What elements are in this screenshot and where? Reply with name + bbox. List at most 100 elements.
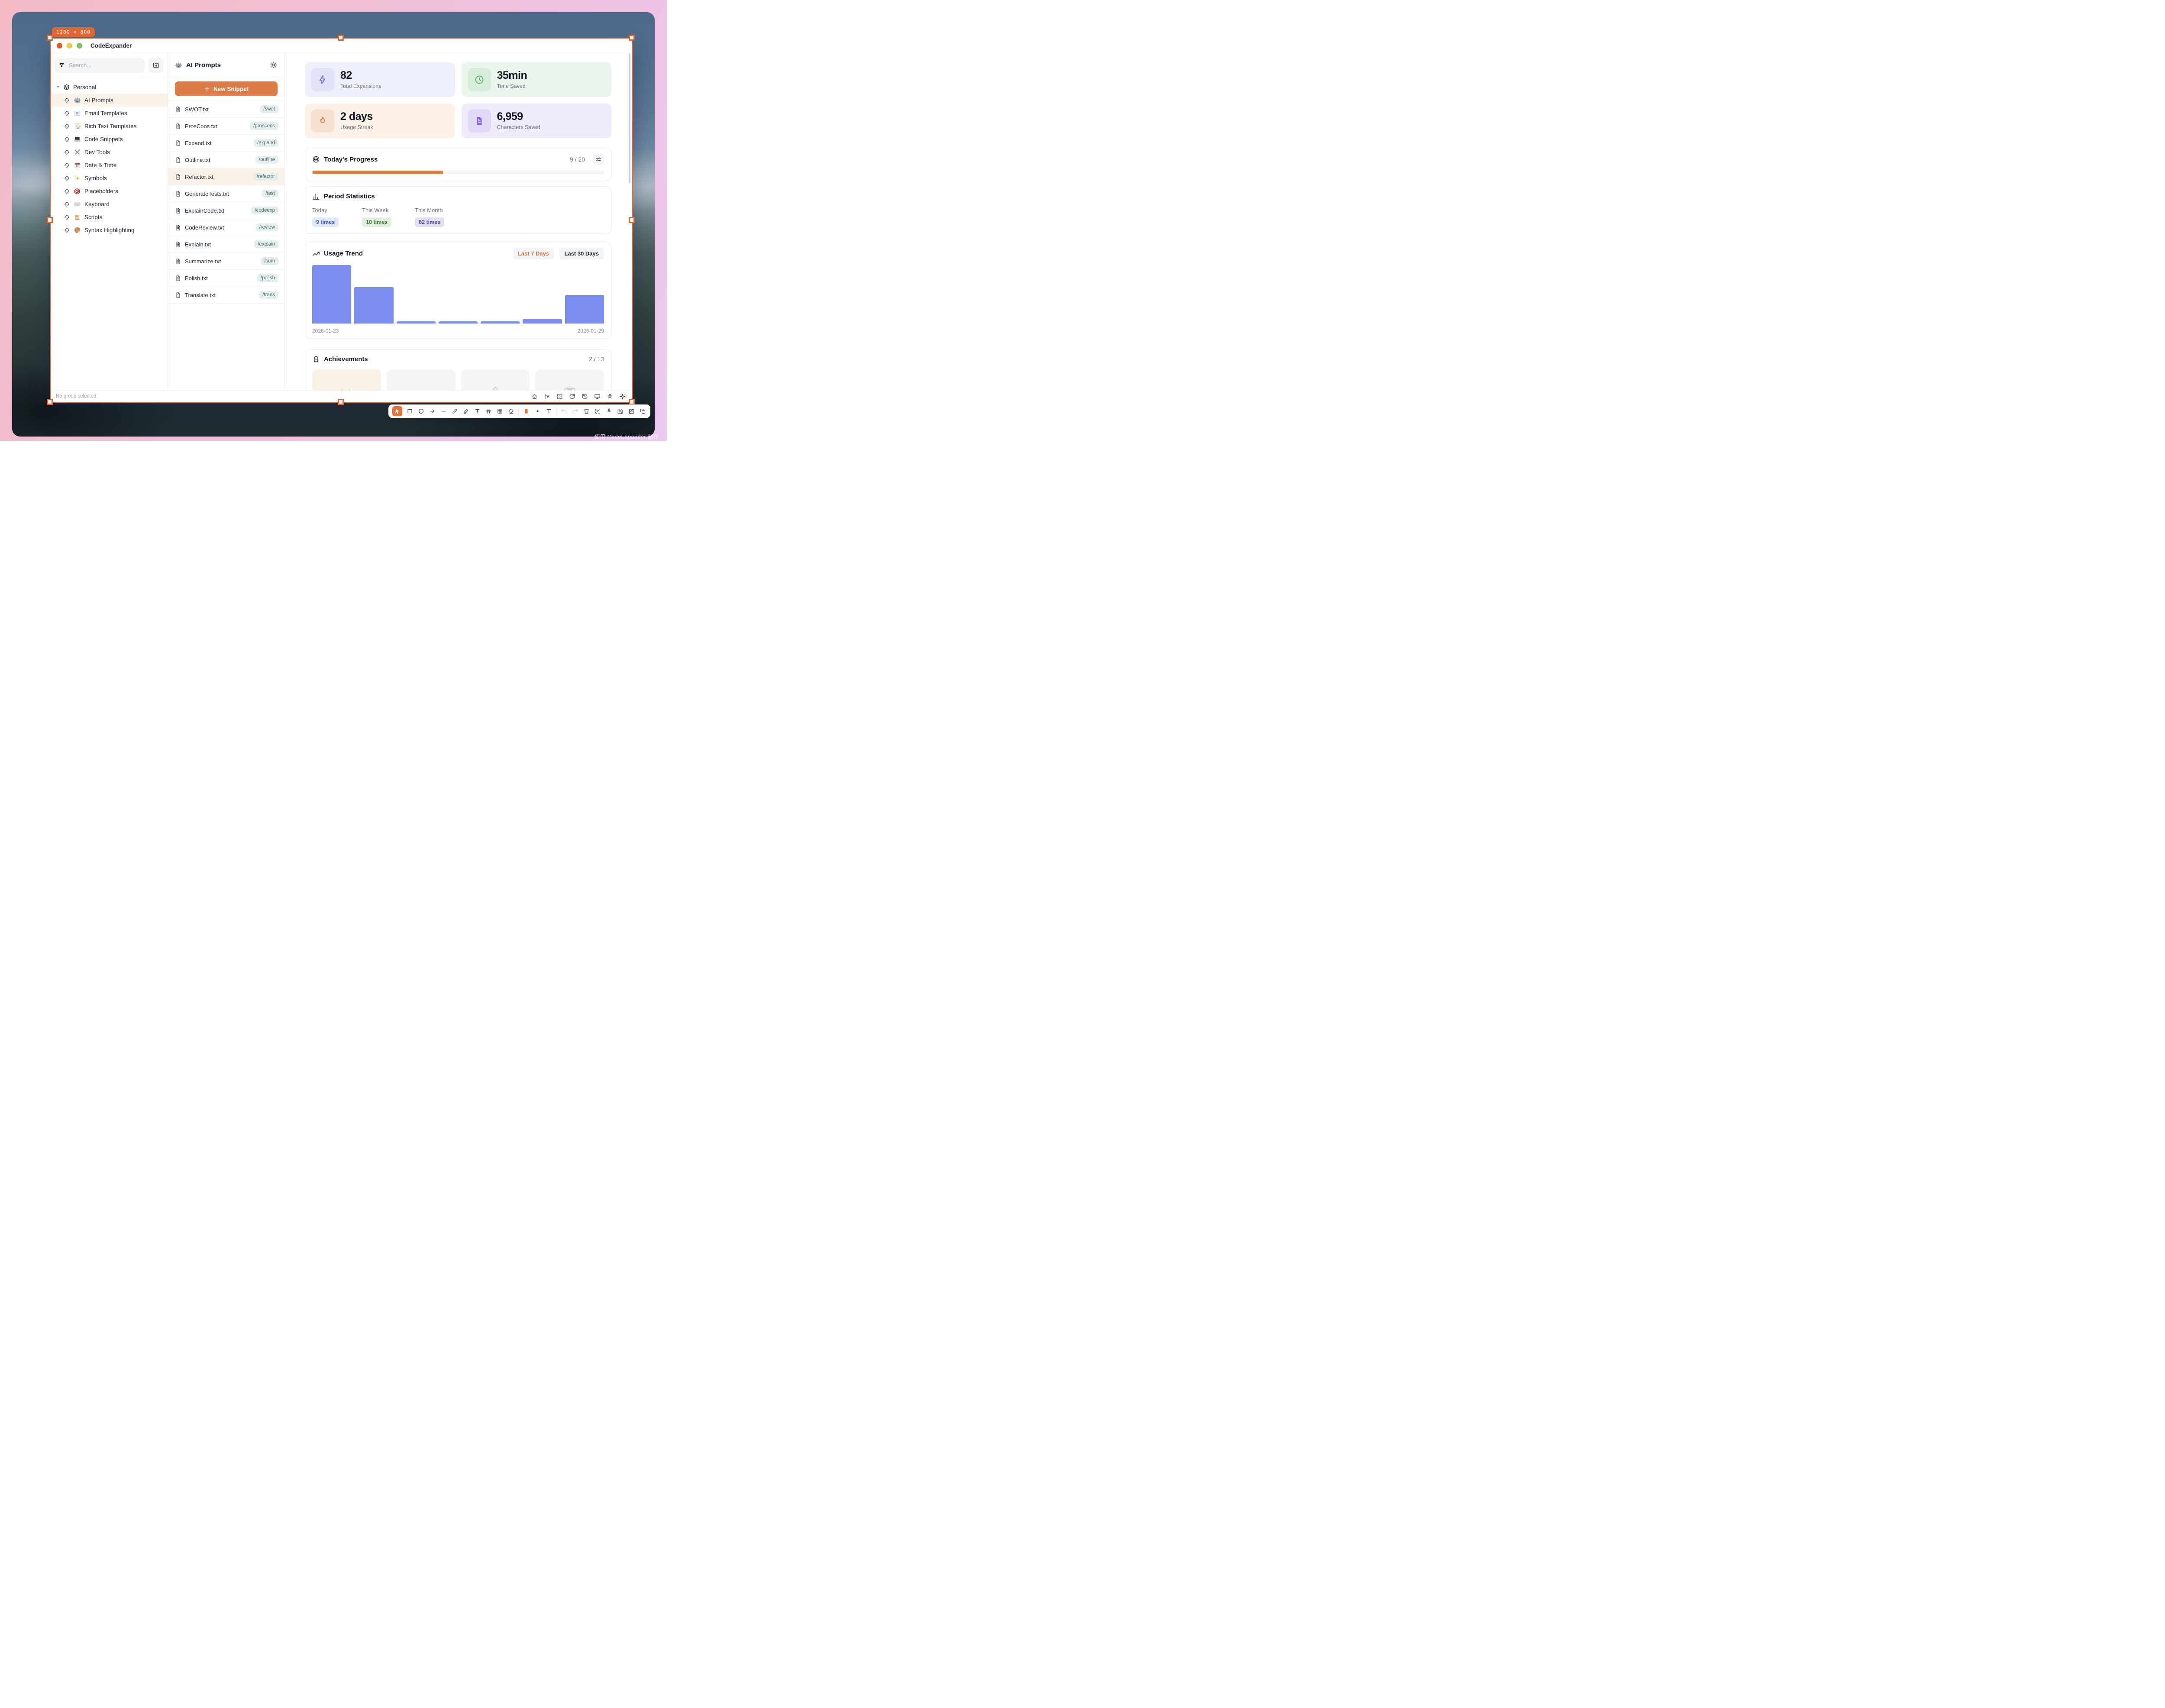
selection-handle-bottom-center[interactable] xyxy=(338,399,344,405)
search-input[interactable] xyxy=(68,61,140,69)
save-button[interactable] xyxy=(616,408,624,415)
arrow-tool[interactable] xyxy=(428,408,436,415)
snippet-row[interactable]: Translate.txt /trans xyxy=(168,287,284,304)
sidebar-item-ai-prompts[interactable]: AI Prompts xyxy=(51,94,168,107)
stat-value: 6,959 xyxy=(497,110,523,123)
achievement-seedling[interactable] xyxy=(312,369,381,390)
font-size-tool[interactable] xyxy=(545,408,553,415)
sort-icon[interactable] xyxy=(544,393,550,400)
sidebar-item-dev-tools[interactable]: Dev Tools xyxy=(51,146,168,159)
snippet-shortcut-badge: /refactor xyxy=(253,173,278,181)
zoom-window-button[interactable] xyxy=(77,43,82,49)
sidebar-item-code-snippets[interactable]: Code Snippets xyxy=(51,133,168,146)
selection-handle-top-left[interactable] xyxy=(47,35,53,41)
monitor-icon[interactable] xyxy=(594,393,601,400)
range-last-7-days[interactable]: Last 7 Days xyxy=(512,248,555,259)
highlighter-tool[interactable] xyxy=(462,408,470,415)
new-folder-button[interactable] xyxy=(149,58,163,73)
rectangle-tool[interactable] xyxy=(406,408,414,415)
selection-handle-left-middle[interactable] xyxy=(47,217,53,223)
history-icon[interactable] xyxy=(582,393,588,400)
sidebar-item-label: Rich Text Templates xyxy=(84,123,137,129)
delete-button[interactable] xyxy=(582,408,590,415)
edit-button[interactable] xyxy=(627,408,635,415)
sidebar-item-date-time[interactable]: Date & Time xyxy=(51,159,168,171)
ocr-text-button[interactable] xyxy=(594,408,601,415)
snippet-row[interactable]: Explain.txt /explain xyxy=(168,236,284,253)
snippet-row[interactable]: SWOT.txt /swot xyxy=(168,101,284,118)
selection-handle-bottom-left[interactable] xyxy=(47,399,53,405)
pin-button[interactable] xyxy=(605,408,613,415)
pen-tool[interactable] xyxy=(451,408,459,415)
progress-settings-button[interactable] xyxy=(593,154,604,165)
trend-bar xyxy=(523,319,562,323)
snippet-row[interactable]: Polish.txt /polish xyxy=(168,270,284,287)
select-tool[interactable] xyxy=(392,406,402,416)
snippet-row[interactable]: CodeReview.txt /review xyxy=(168,219,284,236)
stroke-width-dot[interactable] xyxy=(533,408,541,415)
layers-icon xyxy=(63,84,70,91)
sidebar-item-rich-text-templates[interactable]: Rich Text Templates xyxy=(51,120,168,133)
counter-tool[interactable] xyxy=(485,408,492,415)
award-medal-icon xyxy=(312,355,320,363)
achievement-trophy[interactable] xyxy=(535,369,604,390)
home-icon[interactable] xyxy=(531,393,538,400)
close-window-button[interactable] xyxy=(57,43,62,49)
todays-progress-card: Today's Progress 9 / 20 xyxy=(305,148,611,181)
sidebar-item-syntax-highlighting[interactable]: Syntax Highlighting xyxy=(51,223,168,236)
snippet-row[interactable]: ProsCons.txt /proscons xyxy=(168,118,284,135)
selection-handle-top-right[interactable] xyxy=(629,35,635,41)
selection-handle-right-middle[interactable] xyxy=(629,217,635,223)
bug-icon[interactable] xyxy=(607,393,613,400)
selection-handle-top-center[interactable] xyxy=(338,35,344,41)
copy-button[interactable] xyxy=(639,408,646,415)
sidebar-item-placeholders[interactable]: Placeholders xyxy=(51,184,168,197)
snippet-name: SWOT.txt xyxy=(185,106,209,113)
line-tool[interactable] xyxy=(439,408,447,415)
stat-value: 35min xyxy=(497,69,527,81)
snippet-row[interactable]: Outline.txt /outline xyxy=(168,152,284,168)
layout-grid-icon[interactable] xyxy=(556,393,563,400)
redo-button[interactable] xyxy=(571,408,579,415)
stat-card: 35min Time Saved xyxy=(461,62,611,97)
achievement-rocket[interactable] xyxy=(461,369,530,390)
undo-button[interactable] xyxy=(560,408,568,415)
snippet-name: ExplainCode.txt xyxy=(185,207,225,214)
new-snippet-button[interactable]: New Snippet xyxy=(175,81,278,96)
snippet-row[interactable]: Refactor.txt /refactor xyxy=(168,168,284,185)
sidebar-item-label: Symbols xyxy=(84,175,107,181)
range-last-30-days[interactable]: Last 30 Days xyxy=(559,248,604,259)
group-emoji-icon xyxy=(74,188,81,195)
progress-count: 9 / 20 xyxy=(569,156,585,163)
snippet-row[interactable]: GenerateTests.txt /test xyxy=(168,185,284,202)
ellipse-tool[interactable] xyxy=(417,408,425,415)
color-swatch[interactable] xyxy=(522,408,530,415)
snippet-shortcut-badge: /sum xyxy=(261,257,278,265)
status-bar: No group selected xyxy=(51,390,632,402)
file-text-icon xyxy=(175,258,181,265)
sidebar-item-keyboard[interactable]: Keyboard xyxy=(51,197,168,210)
group-row-personal[interactable]: Personal xyxy=(51,81,168,94)
achievements-count: 2 / 13 xyxy=(588,356,604,362)
file-text-icon xyxy=(175,174,181,180)
snippet-row[interactable]: Summarize.txt /sum xyxy=(168,253,284,270)
scrollbar-thumb[interactable] xyxy=(629,53,630,183)
sidebar-item-scripts[interactable]: Scripts xyxy=(51,210,168,223)
sidebar-item-email-templates[interactable]: Email Templates xyxy=(51,107,168,120)
period-label: Today xyxy=(312,207,327,214)
snippet-row[interactable]: ExplainCode.txt /codeexp xyxy=(168,202,284,219)
search-box[interactable] xyxy=(55,58,145,73)
settings-gear-icon[interactable] xyxy=(619,393,626,400)
text-tool[interactable] xyxy=(473,408,481,415)
refresh-icon[interactable] xyxy=(569,393,575,400)
filter-funnel-icon xyxy=(59,62,65,68)
group-settings-button[interactable] xyxy=(270,61,278,69)
eraser-tool[interactable] xyxy=(507,408,515,415)
achievement-hundred[interactable] xyxy=(386,369,456,390)
selection-handle-bottom-right[interactable] xyxy=(629,399,635,405)
mosaic-tool[interactable] xyxy=(496,408,504,415)
minimize-window-button[interactable] xyxy=(67,43,72,49)
sidebar-item-symbols[interactable]: Symbols xyxy=(51,171,168,184)
diamond-icon xyxy=(64,227,70,233)
snippet-row[interactable]: Expand.txt /expand xyxy=(168,135,284,152)
